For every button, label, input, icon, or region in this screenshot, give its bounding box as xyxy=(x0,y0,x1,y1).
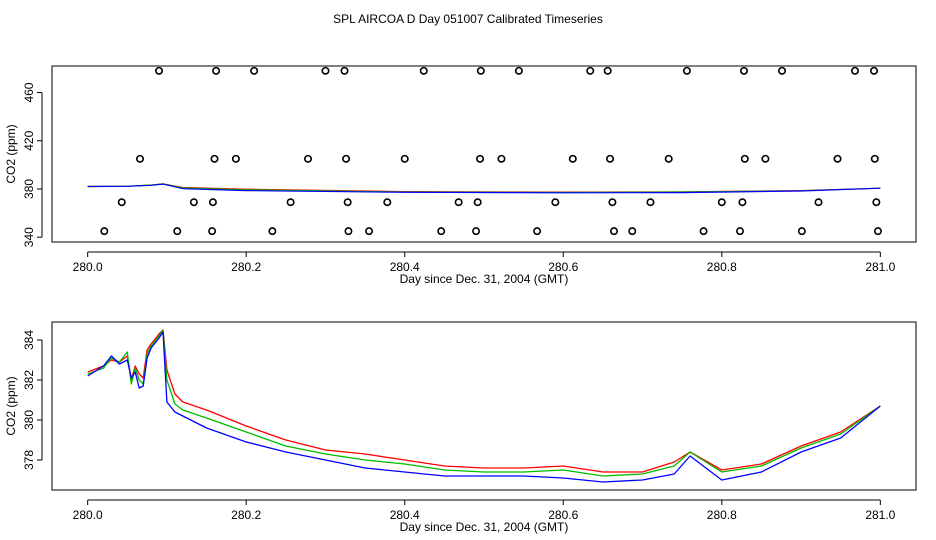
data-point xyxy=(833,154,842,163)
x-tick-label: 280.8 xyxy=(707,508,737,522)
chart-title: SPL AIRCOA D Day 051007 Calibrated Times… xyxy=(333,12,603,26)
data-point xyxy=(340,66,349,75)
x-tick-label: 280.6 xyxy=(548,508,578,522)
x-tick-label: 280.6 xyxy=(548,260,578,274)
data-point xyxy=(606,154,615,163)
data-point xyxy=(609,227,618,236)
x-tick-label: 281.0 xyxy=(865,508,895,522)
data-point xyxy=(717,198,726,207)
data-point xyxy=(778,66,787,75)
data-point xyxy=(646,198,655,207)
data-point xyxy=(250,66,259,75)
data-point xyxy=(210,154,219,163)
data-point xyxy=(173,227,182,236)
y-axis-label: CO2 (ppm) xyxy=(4,376,18,435)
data-point xyxy=(344,227,353,236)
data-point xyxy=(321,66,330,75)
y-tick-label: 380 xyxy=(22,410,36,430)
data-point xyxy=(872,198,881,207)
data-point xyxy=(797,227,806,236)
x-tick-label: 281.0 xyxy=(865,260,895,274)
x-tick-label: 280.0 xyxy=(73,260,103,274)
data-point xyxy=(551,198,560,207)
y-tick-label: 420 xyxy=(22,130,36,150)
data-point xyxy=(873,227,882,236)
data-point xyxy=(342,154,351,163)
x-axis-label: Day since Dec. 31, 2004 (GMT) xyxy=(400,520,569,534)
y-tick-label: 382 xyxy=(22,370,36,390)
y-tick-label: 460 xyxy=(22,82,36,102)
data-point xyxy=(814,198,823,207)
data-point xyxy=(761,154,770,163)
data-point xyxy=(682,66,691,75)
data-point xyxy=(514,66,523,75)
data-point xyxy=(739,66,748,75)
data-point xyxy=(189,198,198,207)
data-point xyxy=(568,154,577,163)
data-point xyxy=(383,198,392,207)
data-point xyxy=(476,154,485,163)
data-point xyxy=(212,66,221,75)
data-point xyxy=(343,198,352,207)
x-tick-label: 280.4 xyxy=(390,260,420,274)
data-point xyxy=(473,198,482,207)
data-point xyxy=(365,227,374,236)
series-line-blue xyxy=(87,331,881,483)
data-point xyxy=(740,154,749,163)
y-axis-label: CO2 (ppm) xyxy=(4,124,18,183)
data-point xyxy=(304,154,313,163)
plot-frame xyxy=(51,65,917,243)
data-point xyxy=(419,66,428,75)
data-point xyxy=(155,66,164,75)
x-tick-label: 280.4 xyxy=(390,508,420,522)
data-point xyxy=(437,227,446,236)
data-point xyxy=(454,198,463,207)
x-axis-label: Day since Dec. 31, 2004 (GMT) xyxy=(400,272,569,286)
data-point xyxy=(736,227,745,236)
y-tick-label: 378 xyxy=(22,450,36,470)
data-point xyxy=(608,198,617,207)
series-line-blue xyxy=(87,183,881,194)
data-point xyxy=(268,227,277,236)
data-point xyxy=(208,198,217,207)
data-point xyxy=(286,198,295,207)
data-point xyxy=(533,227,542,236)
data-point xyxy=(738,198,747,207)
y-tick-label: 380 xyxy=(22,179,36,199)
data-point xyxy=(497,154,506,163)
data-point xyxy=(476,66,485,75)
data-point xyxy=(699,227,708,236)
x-tick-label: 280.2 xyxy=(231,508,261,522)
data-point xyxy=(117,198,126,207)
plot-frame xyxy=(51,321,917,491)
data-point xyxy=(135,154,144,163)
x-tick-label: 280.2 xyxy=(231,260,261,274)
top-panel: 280.0 280.2 280.4 280.6 280.8 281.0 Day since … xyxy=(4,65,917,286)
data-point xyxy=(100,227,109,236)
bottom-panel: 280.0 280.2 280.4 280.6 280.8 281.0 Day since … xyxy=(4,321,917,534)
data-point xyxy=(400,154,409,163)
data-point xyxy=(870,154,879,163)
data-point xyxy=(869,66,878,75)
y-tick-label: 340 xyxy=(22,227,36,247)
data-point xyxy=(603,66,612,75)
data-point xyxy=(472,227,481,236)
series-line-red xyxy=(87,329,881,473)
x-tick-label: 280.0 xyxy=(73,508,103,522)
y-tick-label: 384 xyxy=(22,330,36,350)
series-line-green xyxy=(87,329,881,477)
x-tick-label: 280.8 xyxy=(707,260,737,274)
data-point xyxy=(231,154,240,163)
data-point xyxy=(586,66,595,75)
data-point xyxy=(628,227,637,236)
data-point xyxy=(664,154,673,163)
data-point xyxy=(850,66,859,75)
data-point xyxy=(208,227,217,236)
